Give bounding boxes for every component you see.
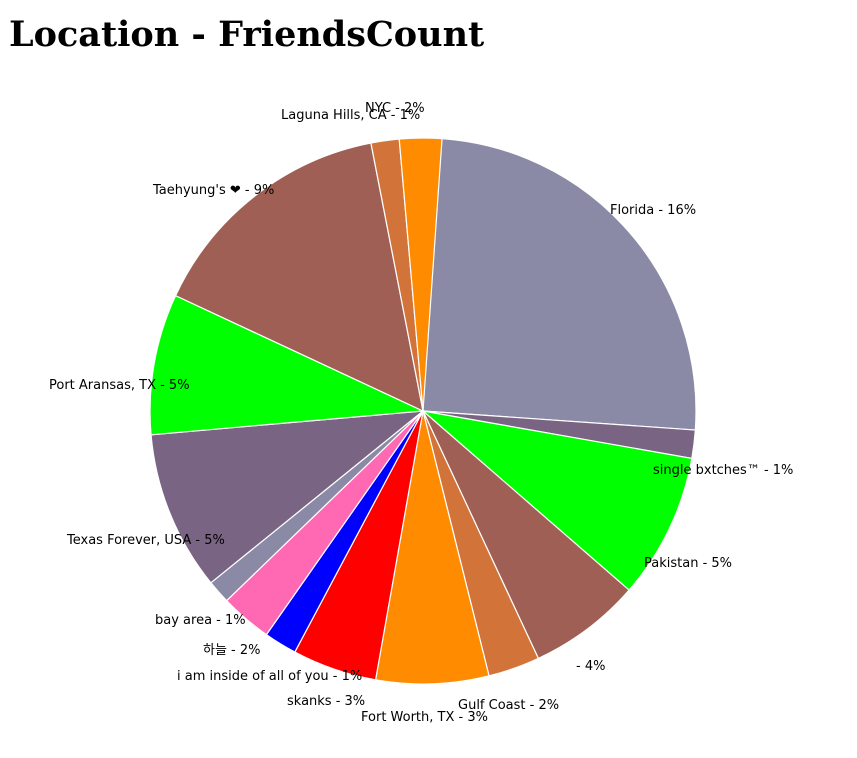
slice-label: Port Aransas, TX - 5% <box>49 378 190 393</box>
pie-slice <box>422 137 697 431</box>
slice-label: i am inside of all of you - 1% <box>177 669 362 684</box>
slice-label: Florida - 16% <box>610 203 696 218</box>
slice-label: Texas Forever, USA - 5% <box>66 533 225 548</box>
slice-label: Gulf Coast - 2% <box>458 698 559 713</box>
slice-label: Taehyung's ❤ - 9% <box>152 183 274 198</box>
pie-slice <box>150 410 425 584</box>
pie-slice <box>149 294 426 436</box>
pie-slice <box>422 410 630 660</box>
slice-label: Pakistan - 5% <box>644 556 732 571</box>
pie-slice <box>374 410 490 685</box>
slice-label: skanks - 3% <box>287 694 365 709</box>
pie-labels: Florida - 16% single bxtches™ - 1% Pakista… <box>49 101 793 725</box>
slice-label: Fort Worth, TX - 3% <box>361 710 488 725</box>
pie-slice <box>174 142 424 413</box>
slice-label: NYC - 2% <box>365 101 425 116</box>
slice-label: - 4% <box>576 659 605 674</box>
slice-label: 하늘 - 2% <box>203 643 261 658</box>
pie-slice <box>398 137 443 412</box>
slice-label: bay area - 1% <box>155 613 246 628</box>
slice-label: Laguna Hills, CA - 1% <box>281 108 420 123</box>
chart-title: Location - FriendsCount <box>9 14 485 55</box>
pie-slices <box>149 137 697 685</box>
slice-label: single bxtches™ - 1% <box>653 463 793 478</box>
pie-slice <box>420 410 693 591</box>
